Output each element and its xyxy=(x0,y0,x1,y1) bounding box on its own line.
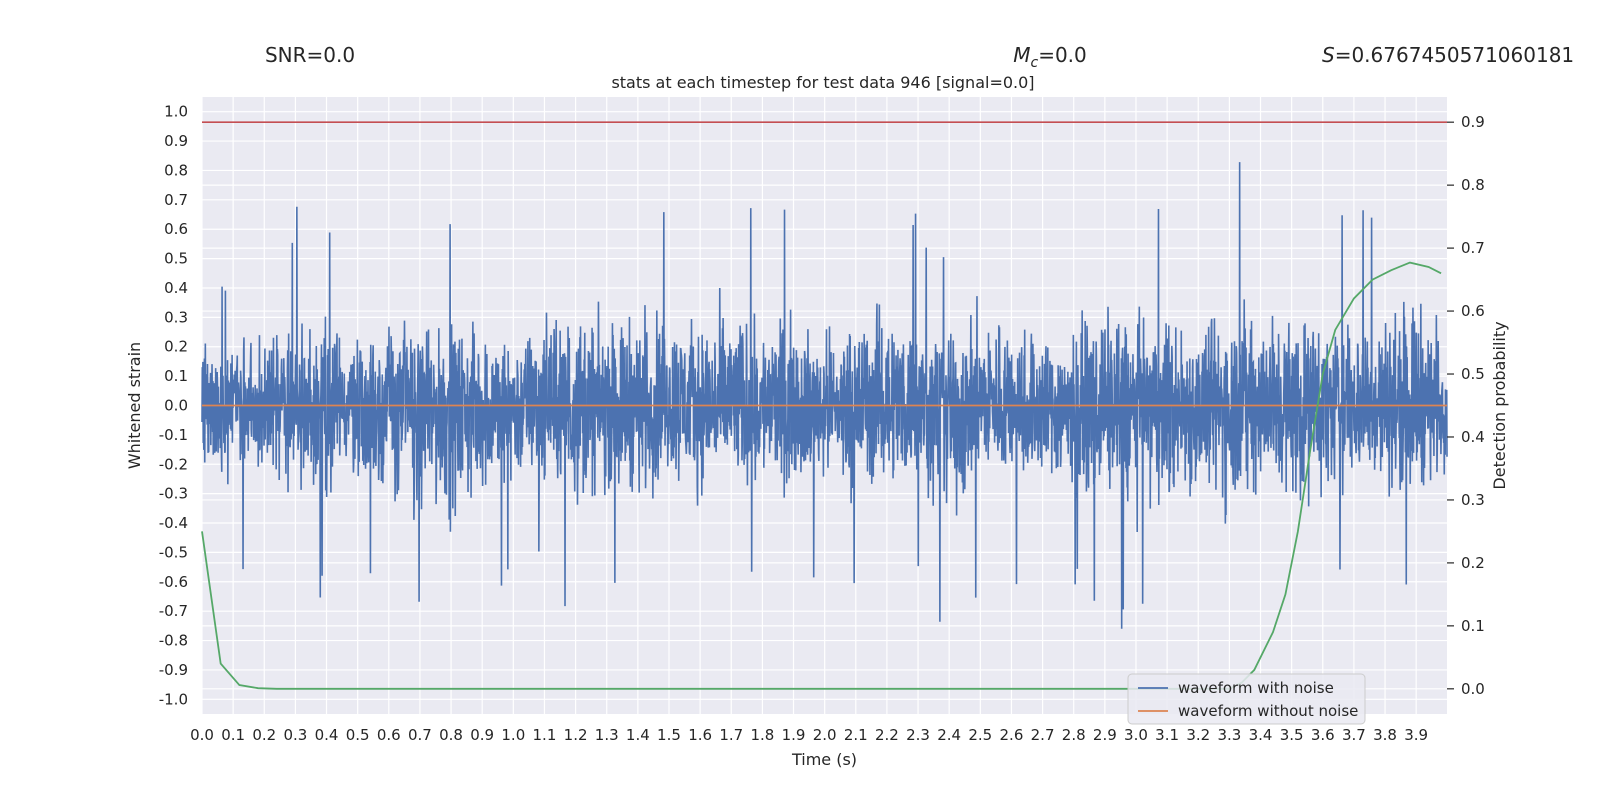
y-left-tick-label: -0.7 xyxy=(159,602,188,620)
x-tick-label: 1.2 xyxy=(564,726,588,744)
x-tick-label: 0.0 xyxy=(190,726,214,744)
x-tick-label: 0.9 xyxy=(470,726,494,744)
score-header: S=0.6767450571060181 xyxy=(1322,43,1574,67)
y-left-tick-label: 1.0 xyxy=(164,103,188,121)
x-tick-label: 2.2 xyxy=(875,726,899,744)
y-right-tick-label: 0.3 xyxy=(1461,491,1485,509)
x-tick-label: 3.8 xyxy=(1373,726,1397,744)
y-right-tick-label: 0.6 xyxy=(1461,302,1485,320)
x-axis-label: Time (s) xyxy=(791,750,857,769)
y-left-tick-label: 0.7 xyxy=(164,191,188,209)
axis-ticks: 0.0 0.1 0.2 0.3 0.4 0.5 0.6 0.7 0.8 0.9 1.0 1.1 1.2 1… xyxy=(159,103,1485,744)
legend-entry-label: waveform without noise xyxy=(1178,702,1358,720)
x-tick-label: 0.1 xyxy=(221,726,245,744)
y-right-tick-label: 0.4 xyxy=(1461,428,1485,446)
y-left-tick-label: 0.6 xyxy=(164,220,188,238)
x-tick-label: 0.7 xyxy=(408,726,432,744)
y-left-tick-label: -0.9 xyxy=(159,661,188,679)
s-value: =0.6767450571060181 xyxy=(1335,43,1574,67)
x-tick-label: 3.1 xyxy=(1155,726,1179,744)
x-tick-label: 0.2 xyxy=(252,726,276,744)
y-right-tick-label: 0.9 xyxy=(1461,113,1485,131)
mc-subscript: c xyxy=(1030,55,1038,71)
snr-header: SNR=0.0 xyxy=(265,43,355,67)
y-right-tick-label: 0.0 xyxy=(1461,680,1485,698)
legend-entry-label: waveform with noise xyxy=(1178,679,1334,697)
x-tick-label: 3.2 xyxy=(1186,726,1210,744)
x-tick-label: 1.6 xyxy=(688,726,712,744)
y-left-tick-label: 0.9 xyxy=(164,132,188,150)
x-tick-label: 1.1 xyxy=(533,726,557,744)
x-tick-label: 0.3 xyxy=(283,726,307,744)
x-tick-label: 2.4 xyxy=(937,726,961,744)
x-tick-label: 1.7 xyxy=(719,726,743,744)
y-left-tick-label: -0.6 xyxy=(159,573,188,591)
x-tick-label: 2.1 xyxy=(844,726,868,744)
waveform-with-noise-line xyxy=(201,162,1448,629)
x-tick-label: 2.7 xyxy=(1031,726,1055,744)
y-right-tick-label: 0.7 xyxy=(1461,239,1485,257)
chart-title: stats at each timestep for test data 946… xyxy=(611,73,1034,92)
x-tick-label: 0.4 xyxy=(315,726,339,744)
y-right-tick-label: 0.8 xyxy=(1461,176,1485,194)
x-tick-label: 3.5 xyxy=(1280,726,1304,744)
chirp-mass-header: Mc=0.0 xyxy=(1013,43,1087,71)
x-tick-label: 1.5 xyxy=(657,726,681,744)
y-axis-left-label: Whitened strain xyxy=(125,342,144,469)
x-tick-label: 3.9 xyxy=(1404,726,1428,744)
x-tick-label: 3.6 xyxy=(1311,726,1335,744)
x-tick-label: 3.0 xyxy=(1124,726,1148,744)
y-left-tick-label: -1.0 xyxy=(159,690,188,708)
y-left-tick-label: -0.1 xyxy=(159,426,188,444)
x-tick-label: 2.5 xyxy=(968,726,992,744)
x-tick-label: 1.8 xyxy=(750,726,774,744)
x-tick-label: 0.8 xyxy=(439,726,463,744)
x-tick-label: 0.6 xyxy=(377,726,401,744)
y-left-tick-label: 0.8 xyxy=(164,161,188,179)
y-left-tick-label: 0.1 xyxy=(164,367,188,385)
x-tick-label: 2.9 xyxy=(1093,726,1117,744)
y-left-tick-label: -0.5 xyxy=(159,543,188,561)
s-symbol: S xyxy=(1322,43,1335,67)
mc-symbol: M xyxy=(1013,43,1030,67)
y-right-tick-label: 0.5 xyxy=(1461,365,1485,383)
y-left-tick-label: 0.3 xyxy=(164,308,188,326)
y-axis-right-label: Detection probability xyxy=(1490,321,1509,489)
x-tick-label: 2.3 xyxy=(906,726,930,744)
x-tick-label: 2.0 xyxy=(813,726,837,744)
y-left-tick-label: -0.4 xyxy=(159,514,188,532)
y-right-tick-label: 0.1 xyxy=(1461,617,1485,635)
y-left-tick-label: 0.5 xyxy=(164,250,188,268)
y-left-tick-label: -0.2 xyxy=(159,455,188,473)
legend-box xyxy=(1127,673,1366,725)
x-tick-label: 1.9 xyxy=(782,726,806,744)
y-left-tick-label: -0.3 xyxy=(159,485,188,503)
x-tick-label: 2.6 xyxy=(1000,726,1024,744)
x-tick-label: 0.5 xyxy=(346,726,370,744)
x-tick-label: 1.0 xyxy=(501,726,525,744)
mc-value: =0.0 xyxy=(1038,43,1087,67)
y-right-tick-label: 0.2 xyxy=(1461,554,1485,572)
x-tick-label: 2.8 xyxy=(1062,726,1086,744)
x-tick-label: 1.3 xyxy=(595,726,619,744)
x-tick-label: 3.7 xyxy=(1342,726,1366,744)
y-left-tick-label: -0.8 xyxy=(159,632,188,650)
legend: waveform with noise waveform without nois… xyxy=(1127,673,1366,725)
x-tick-label: 3.3 xyxy=(1217,726,1241,744)
x-tick-label: 1.4 xyxy=(626,726,650,744)
x-tick-label: 3.4 xyxy=(1249,726,1273,744)
y-left-tick-label: 0.4 xyxy=(164,279,188,297)
y-left-tick-label: 0.2 xyxy=(164,338,188,356)
y-left-tick-label: 0.0 xyxy=(164,397,188,415)
